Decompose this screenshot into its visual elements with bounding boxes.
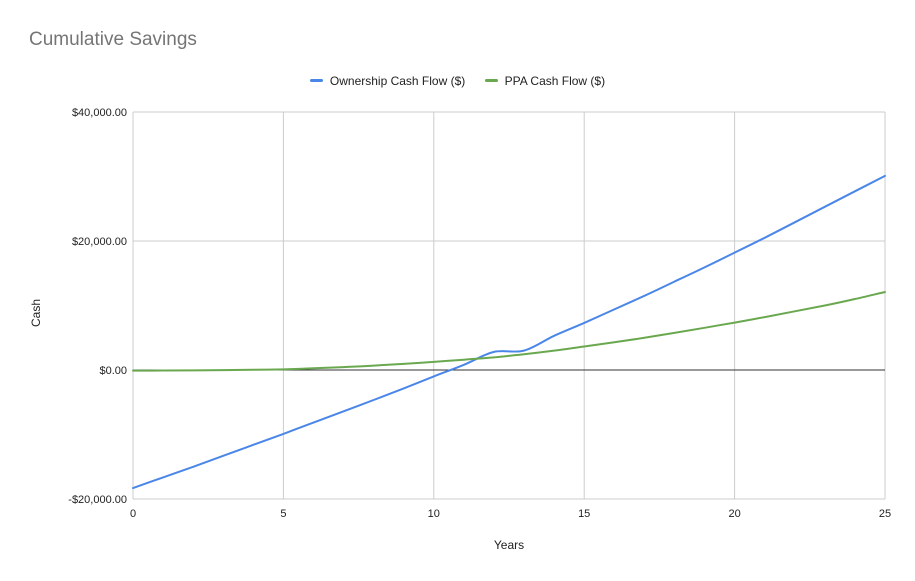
x-tick-label: 20 (728, 508, 740, 520)
series-line-ownership[interactable] (132, 174, 886, 490)
y-tick-label: $0.00 (99, 365, 127, 377)
chart-title: Cumulative Savings (29, 29, 197, 50)
legend-swatch-ppa (484, 79, 498, 82)
grid (132, 111, 886, 500)
x-tick-label: 25 (879, 508, 891, 520)
y-tick-label: $20,000.00 (72, 236, 127, 248)
x-tick-label: 10 (428, 508, 440, 520)
series-line-ppa[interactable] (132, 291, 886, 372)
y-axis-title: Cash (29, 299, 43, 327)
legend-label-ppa: PPA Cash Flow ($) (504, 73, 606, 88)
legend-item-ownership[interactable]: Ownership Cash Flow ($) (309, 73, 466, 88)
series-layer (132, 174, 886, 490)
legend-label-ownership: Ownership Cash Flow ($) (329, 73, 466, 88)
x-tick-label: 5 (280, 508, 286, 520)
x-tick-label: 15 (578, 508, 590, 520)
legend: Ownership Cash Flow ($) PPA Cash Flow ($… (0, 71, 915, 88)
y-tick-label: -$20,000.00 (68, 494, 127, 506)
tick-labels: 0 5 10 15 20 25 -$20,000.00 $0.00 $20,000.00 $40,… (68, 107, 891, 520)
x-tick-label: 0 (130, 508, 136, 520)
x-axis-title: Years (494, 538, 524, 552)
y-tick-label: $40,000.00 (72, 107, 127, 119)
legend-swatch-ownership (309, 79, 323, 82)
legend-item-ppa[interactable]: PPA Cash Flow ($) (484, 73, 606, 88)
